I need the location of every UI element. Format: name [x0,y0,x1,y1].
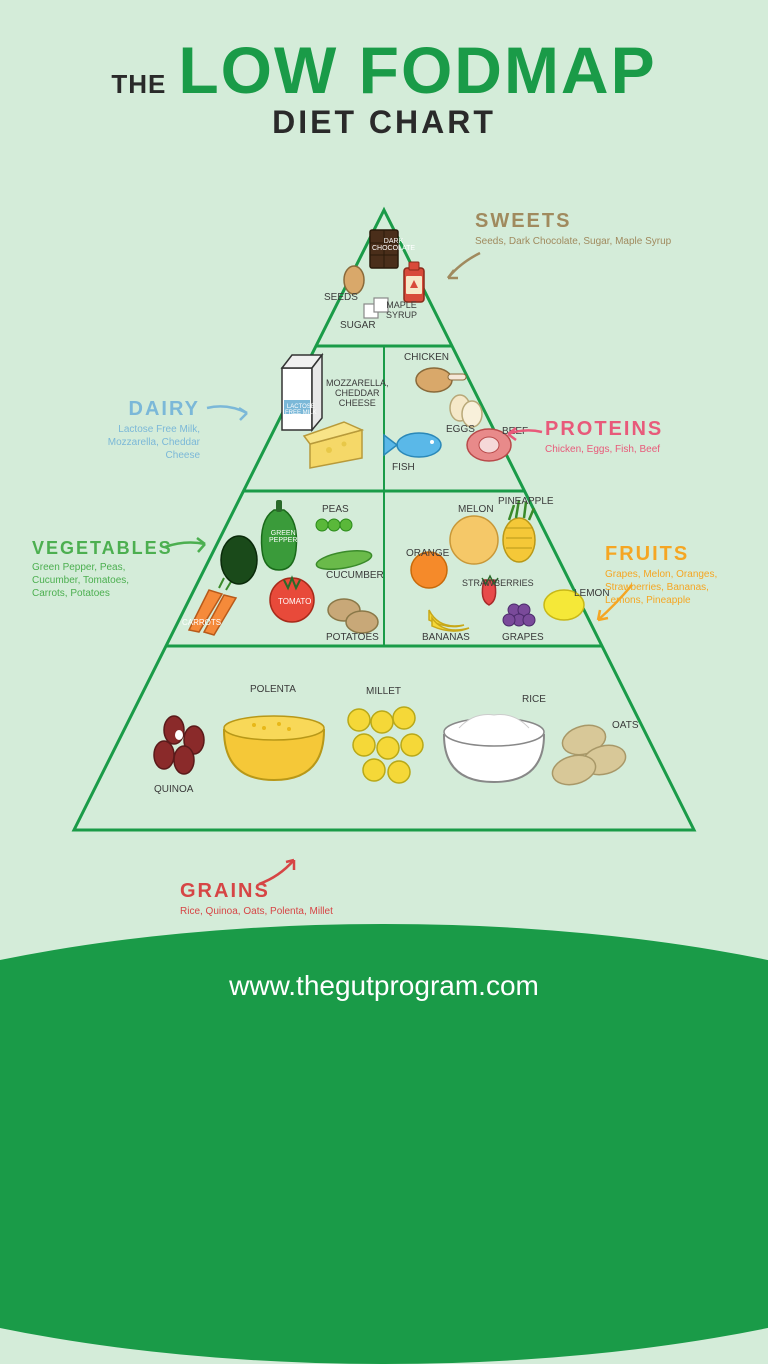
cat-vegetables-desc: Green Pepper, Peas, Cucumber, Tomatoes, … [32,561,162,600]
arrow-grains-icon [254,852,309,892]
arrow-sweets-icon [440,248,490,288]
title-subtitle: DIET CHART [0,104,768,141]
footer-url: www.thegutprogram.com [0,970,768,1002]
cat-fruits-title: FRUITS [605,543,745,566]
label-polenta: POLENTA [250,684,296,695]
cat-vegetables-title: VEGETABLES [32,538,162,559]
title-main: LOW FODMAP [178,32,656,108]
cat-sweets-title: SWEETS [475,210,671,233]
label-oats: OATS [612,720,638,731]
category-dairy: DAIRY Lactose Free Milk, Mozzarella, Che… [100,398,200,462]
category-proteins: PROTEINS Chicken, Eggs, Fish, Beef [545,418,663,456]
category-vegetables: VEGETABLES Green Pepper, Peas, Cucumber,… [32,538,162,600]
header: THE LOW FODMAP DIET CHART [0,0,768,141]
cat-proteins-desc: Chicken, Eggs, Fish, Beef [545,443,663,456]
pyramid-diagram: DARKCHOCOLATE SEEDS MAPLESYRUP SUGAR LAC… [64,200,704,840]
title-the: THE [111,69,166,100]
category-sweets: SWEETS Seeds, Dark Chocolate, Sugar, Map… [475,210,671,248]
label-quinoa: QUINOA [154,784,193,795]
grains-items-icon [64,200,704,840]
arrow-proteins-icon [500,420,550,450]
cat-dairy-desc: Lactose Free Milk, Mozzarella, Cheddar C… [100,423,200,462]
cat-proteins-title: PROTEINS [545,418,663,441]
label-millet: MILLET [366,686,401,697]
arrow-dairy-icon [202,398,257,428]
arrow-vegetables-icon [160,532,215,562]
arrow-fruits-icon [590,580,645,630]
cat-dairy-title: DAIRY [100,398,200,421]
label-rice: RICE [522,694,546,705]
cat-sweets-desc: Seeds, Dark Chocolate, Sugar, Maple Syru… [475,235,671,248]
cat-grains-desc: Rice, Quinoa, Oats, Polenta, Millet [180,905,333,918]
